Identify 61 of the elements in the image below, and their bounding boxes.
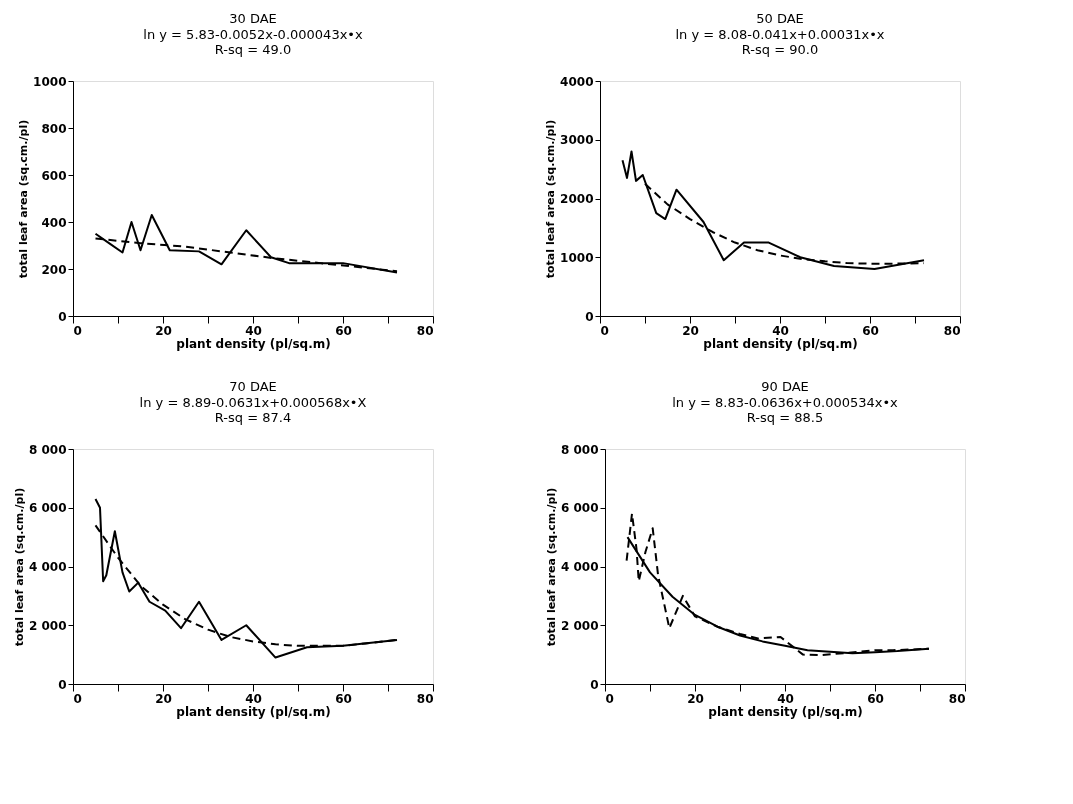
y-tick-label: 1000: [33, 74, 67, 89]
y-tick-label: 200: [41, 262, 67, 277]
chart-title: 50 DAE: [756, 11, 804, 26]
x-tick-label: 80: [948, 691, 966, 706]
y-tick-label: 0: [58, 309, 67, 324]
x-tick-label: 0: [605, 691, 614, 706]
chart-subtitle: ln y = 8.83-0.0636x+0.000534x•x: [672, 395, 899, 410]
y-tick-label: 2 000: [560, 618, 599, 633]
y-tick-label: 1000: [560, 250, 594, 265]
y-axis-title: total leaf area (sq.cm./pl): [544, 487, 558, 647]
x-tick-label: 20: [687, 691, 704, 706]
x-tick-label: 20: [155, 691, 172, 706]
y-tick-label: 0: [585, 309, 594, 324]
y-tick-label: 8 000: [560, 442, 599, 457]
x-axis-title: plant density (pl/sq.m): [176, 336, 331, 351]
chart-subtitle: ln y = 8.08-0.041x+0.00031x•x: [675, 27, 885, 42]
x-axis-title: plant density (pl/sq.m): [708, 704, 863, 719]
chart-title: 90 DAE: [761, 379, 809, 394]
y-tick-label: 800: [41, 121, 67, 136]
chart-subtitle: ln y = 5.83-0.0052x-0.000043x•x: [143, 27, 364, 42]
x-tick-label: 40: [777, 691, 794, 706]
y-tick-label: 4 000: [560, 560, 599, 574]
text: R-sq = 49.0: [214, 42, 292, 57]
chart-subtitle: ln y = 8.89-0.0631x+0.000568x•X: [139, 395, 367, 410]
y-tick-label: 6 000: [28, 501, 67, 516]
text: R-sq = 87.4: [214, 410, 292, 425]
x-tick-label: 60: [862, 323, 879, 338]
y-tick-label: 600: [41, 168, 67, 183]
y-axis-title: total leaf area (sq.cm./pl): [544, 119, 558, 279]
x-axis-title: plant density (pl/sq.m): [176, 704, 331, 719]
x-tick-label: 60: [335, 691, 352, 706]
y-tick-label: 8 000: [28, 442, 67, 457]
text: R-sq = 88.5: [746, 410, 824, 425]
x-tick-label: 40: [245, 323, 262, 338]
chart-title: 70 DAE: [229, 379, 277, 394]
y-tick-label: 4 000: [28, 560, 67, 574]
y-tick-label: 6 000: [560, 501, 599, 516]
x-tick-label: 40: [245, 691, 262, 706]
y-axis-title: total leaf area (sq.cm./pl): [12, 487, 26, 647]
y-axis-title: total leaf area (sq.cm./pl): [17, 119, 31, 279]
x-tick-label: 80: [416, 691, 434, 706]
x-tick-label: 20: [682, 323, 699, 338]
y-tick-label: 0: [590, 677, 599, 692]
x-axis-title: plant density (pl/sq.m): [703, 336, 858, 351]
x-tick-label: 60: [335, 323, 352, 338]
chart-title: 30 DAE: [229, 11, 277, 26]
y-tick-label: 3000: [560, 133, 594, 148]
x-tick-label: 0: [73, 691, 82, 706]
x-tick-label: 80: [943, 323, 961, 338]
x-tick-label: 0: [600, 323, 609, 338]
x-tick-label: 40: [772, 323, 789, 338]
y-tick-label: 2 000: [28, 618, 67, 633]
x-tick-label: 20: [155, 323, 172, 338]
x-tick-label: 80: [416, 323, 434, 338]
x-tick-label: 60: [867, 691, 884, 706]
x-tick-label: 0: [73, 323, 82, 338]
y-tick-label: 2000: [560, 192, 594, 206]
y-tick-label: 400: [41, 215, 67, 230]
text: R-sq = 90.0: [741, 42, 819, 57]
y-tick-label: 0: [58, 677, 67, 692]
y-tick-label: 4000: [560, 74, 594, 89]
